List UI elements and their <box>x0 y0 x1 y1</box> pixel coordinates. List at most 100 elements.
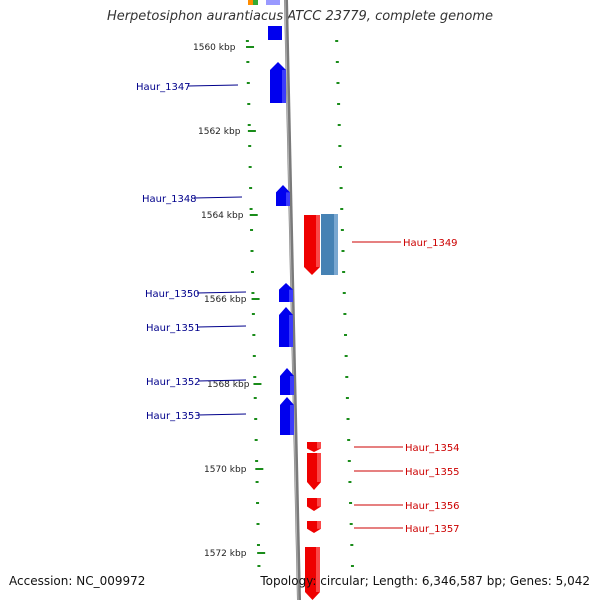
partial-feature-green <box>253 0 258 5</box>
scale-label: 1572 kbp <box>204 549 247 559</box>
tick-right <box>341 250 345 252</box>
tick-right <box>349 523 353 525</box>
gene-haur-1351-arrow <box>279 307 293 347</box>
tick-left <box>250 250 254 252</box>
tick-right <box>340 229 344 231</box>
gene-haur-1347-arrow <box>270 62 286 103</box>
tick-right <box>338 166 342 168</box>
gene-haur-1348-leader <box>193 196 243 199</box>
tick-left <box>253 376 257 378</box>
feature-steelblue <box>321 214 338 275</box>
scale-label: 1562 kbp <box>198 127 241 137</box>
tick-left <box>249 208 253 210</box>
gene-haur-1357-label: Haur_1357 <box>405 524 460 535</box>
tick-right <box>349 502 353 504</box>
tick-right <box>345 397 349 399</box>
tick-right <box>335 61 339 63</box>
tick-right <box>342 292 346 294</box>
partial-feature-top <box>266 0 280 5</box>
partial-feature-orange <box>248 0 253 5</box>
tick-left <box>255 460 259 462</box>
accession-value: NC_009972 <box>76 574 146 588</box>
tick-left <box>248 166 252 168</box>
tick-right <box>350 565 354 567</box>
gene-haur-1356-label: Haur_1356 <box>405 501 460 512</box>
tick-left <box>256 544 260 546</box>
scale-tick <box>257 552 266 554</box>
scale-label: 1570 kbp <box>204 465 247 475</box>
gene-haur-1349-arrow <box>304 215 320 275</box>
accession-label: Accession: <box>9 574 73 588</box>
tick-right <box>338 145 342 147</box>
tick-right <box>350 544 354 546</box>
gene-haur-1353-label: Haur_1353 <box>146 411 201 422</box>
gene-haur-1350-arrow <box>279 283 293 302</box>
tick-right <box>337 124 341 126</box>
gene-haur-1355-label: Haur_1355 <box>405 467 460 478</box>
tick-left <box>254 418 258 420</box>
genes-value: 5,042 <box>555 574 590 588</box>
gene-haur-1353-leader <box>197 413 247 416</box>
tick-right <box>340 208 344 210</box>
tick-left <box>256 502 260 504</box>
tick-left <box>251 313 255 315</box>
scale-label: 1560 kbp <box>193 43 236 53</box>
gene-haur-1354-label: Haur_1354 <box>405 443 460 454</box>
gene-haur-1353-arrow <box>280 397 294 435</box>
scale-tick <box>247 130 256 132</box>
scale-tick <box>253 383 262 385</box>
gene-haur-1352-leader <box>197 379 247 382</box>
tick-left <box>246 61 250 63</box>
scale-label: 1566 kbp <box>204 295 247 305</box>
gene-haur-1357-arrow <box>307 521 321 533</box>
tick-left <box>249 187 253 189</box>
gene-haur-1352-label: Haur_1352 <box>146 377 201 388</box>
gene-haur-1351-leader <box>197 325 247 328</box>
tick-left <box>248 145 252 147</box>
tick-left <box>250 271 254 273</box>
gene-haur-1356-arrow <box>307 498 321 511</box>
tick-left <box>254 439 258 441</box>
gene-haur-1348-arrow <box>276 185 290 206</box>
tick-right <box>343 313 347 315</box>
tick-left <box>251 292 255 294</box>
scale-tick <box>249 214 258 216</box>
tick-right <box>346 418 350 420</box>
tick-left <box>245 40 249 42</box>
scale-tick <box>251 298 260 300</box>
gene-haur-1347-leader <box>187 84 239 87</box>
tick-right <box>348 481 352 483</box>
gene-arrow-top <box>268 26 282 40</box>
tick-right <box>347 460 351 462</box>
tick-left <box>247 103 251 105</box>
topology-label: Topology: <box>260 574 317 588</box>
scale-tick <box>246 46 255 48</box>
tick-right <box>335 40 339 42</box>
genes-label: Genes: <box>509 574 552 588</box>
tick-right <box>342 271 346 273</box>
tick-left <box>252 334 256 336</box>
tick-left <box>252 355 256 357</box>
tick-right <box>336 82 340 84</box>
length-value: 6,346,587 bp <box>421 574 502 588</box>
genome-title: Herpetosiphon aurantiacus ATCC 23779, co… <box>106 9 494 24</box>
tick-left <box>256 523 260 525</box>
topology-value: circular <box>320 574 365 588</box>
gene-haur-1347-label: Haur_1347 <box>136 82 191 93</box>
tick-left <box>255 481 259 483</box>
tick-right <box>344 334 348 336</box>
gene-haur-1355-arrow <box>307 453 321 490</box>
tick-left <box>246 82 250 84</box>
tick-left <box>247 124 251 126</box>
gene-haur-1348-label: Haur_1348 <box>142 194 197 205</box>
tick-right <box>345 376 349 378</box>
tick-right <box>337 103 341 105</box>
gene-arrow-bottom <box>305 547 320 600</box>
tick-right <box>339 187 343 189</box>
gene-haur-1349-label: Haur_1349 <box>403 238 458 249</box>
gene-haur-1352-arrow <box>280 368 294 395</box>
scale-label: 1568 kbp <box>207 380 250 390</box>
gene-haur-1354-arrow <box>307 442 321 452</box>
